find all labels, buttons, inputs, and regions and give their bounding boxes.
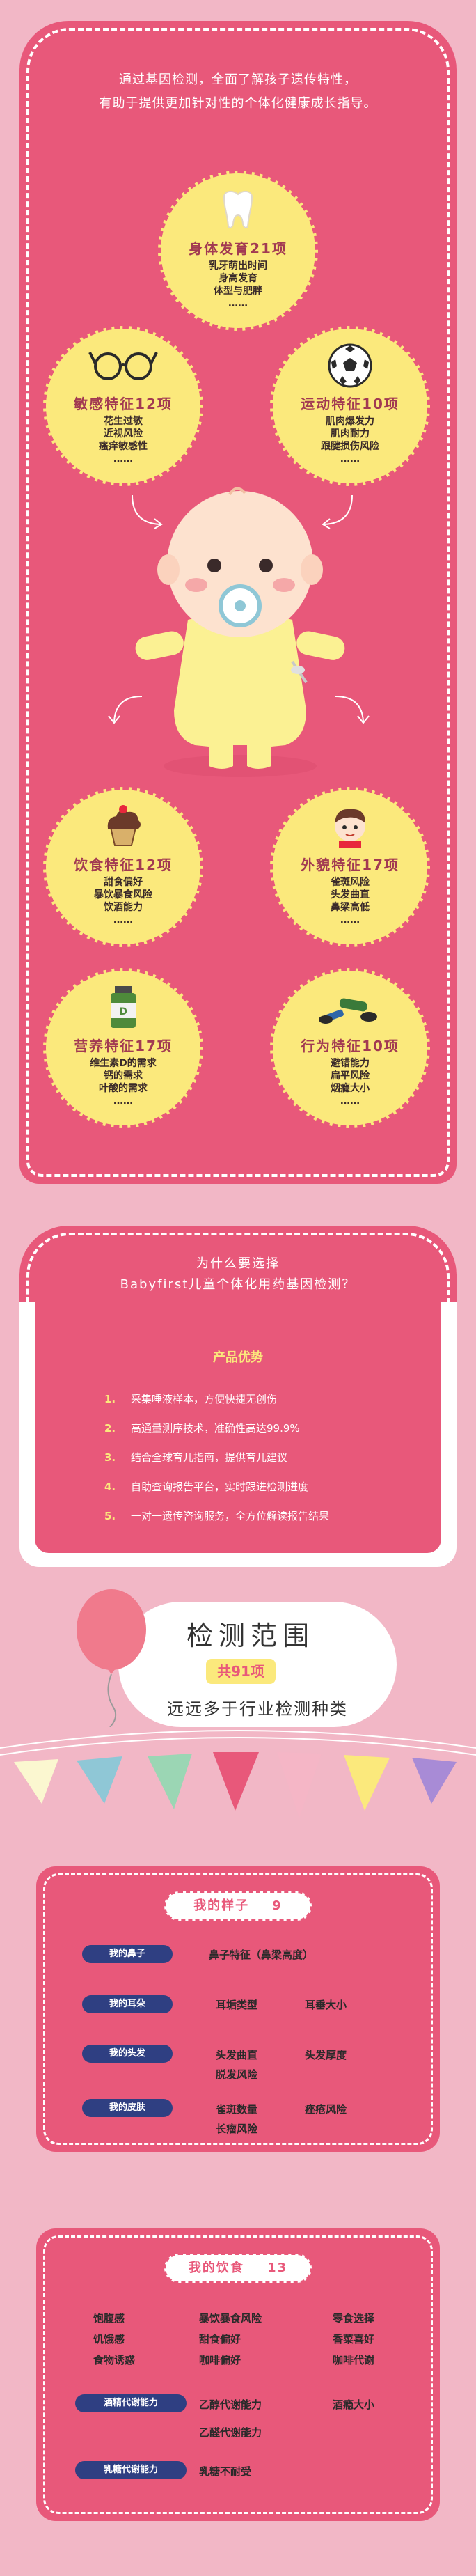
table-cell: 长瘤风险 — [216, 2123, 258, 2135]
scope-subtitle: 远远多于行业检测种类 — [167, 1699, 348, 1719]
runner-icon — [319, 998, 377, 1024]
trait-item: 避错能力 — [331, 1058, 370, 1069]
table-cell: 暴饮暴食风险 — [199, 2312, 262, 2325]
table-cell: 耳垢类型 — [216, 1999, 258, 2011]
trait-item: 雀斑风险 — [331, 877, 370, 888]
trait-item: 近视风险 — [104, 428, 143, 439]
curved-arrow-icon — [132, 494, 163, 529]
trait-item: 甜食偏好 — [104, 877, 143, 888]
table-cell: 脱发风险 — [216, 2068, 258, 2081]
table-cell: 痤疮风险 — [305, 2103, 347, 2116]
scope-title: 检测范围 — [186, 1621, 315, 1651]
trait-item: 头发曲直 — [331, 889, 370, 900]
tag-my-nose: 我的鼻子 — [82, 1945, 173, 1963]
trait-item: 烟瘾大小 — [331, 1083, 370, 1094]
boy-face-icon — [335, 809, 365, 848]
scope-count-badge: 共91项 — [206, 1659, 276, 1684]
trait-title: 行为特征10项 — [301, 1038, 399, 1054]
trait-title: 饮食特征12项 — [74, 857, 173, 873]
trait-item: …… — [113, 914, 133, 926]
advantage-item: 3. 结合全球育儿指南，提供育儿建议 — [104, 1451, 288, 1464]
trait-item: …… — [113, 453, 133, 465]
tag-alcohol-metabolism: 酒精代谢能力 — [75, 2394, 187, 2412]
trait-item: …… — [113, 1095, 133, 1107]
baby-illustration — [135, 487, 345, 777]
curved-arrow-icon — [322, 494, 353, 529]
trait-item: 饮酒能力 — [104, 902, 143, 913]
trait-item: 叶酸的需求 — [99, 1083, 148, 1094]
my-look-header: 我的样子 9 — [164, 1891, 312, 1921]
cupcake-icon — [107, 805, 141, 846]
trait-item: …… — [340, 453, 360, 465]
advantage-item: 1. 采集唾液样本，方便快捷无创伤 — [104, 1393, 278, 1405]
trait-title: 营养特征17项 — [74, 1038, 173, 1054]
tag-my-ears: 我的耳朵 — [82, 1995, 173, 2013]
vitamin-bottle-icon: D — [111, 986, 136, 1028]
table-cell: 头发曲直 — [216, 2049, 258, 2061]
table-cell: 乙醇代谢能力 — [199, 2398, 262, 2411]
trait-item: 维生素D的需求 — [90, 1058, 157, 1069]
table-cell: 食物诱惑 — [93, 2354, 136, 2366]
table-cell: 头发厚度 — [305, 2049, 347, 2061]
trait-item: …… — [340, 914, 360, 926]
trait-item: …… — [340, 1095, 360, 1107]
advantage-item: 2. 高通量测序技术，准确性高达99.9% — [104, 1422, 300, 1435]
balloon-icon — [77, 1589, 146, 1727]
trait-item: 扁平风险 — [331, 1070, 370, 1082]
table-cell: 咖啡偏好 — [199, 2354, 241, 2366]
trait-circle-diet: 饮食特征12项 甜食偏好 暴饮暴食风险 饮酒能力 …… — [43, 787, 203, 947]
trait-item: 身高发育 — [219, 273, 257, 284]
curved-arrow-icon — [335, 696, 370, 724]
why-panel — [19, 1226, 457, 1567]
trait-circle-sports: 运动特征10项 肌肉爆发力 肌肉耐力 跟腱损伤风险 …… — [270, 326, 430, 486]
tag-my-skin: 我的皮肤 — [82, 2099, 173, 2117]
my-diet-header: 我的饮食 13 — [164, 2254, 312, 2283]
intro-text: 通过基因检测，全面了解孩子遗传特性， 有助于提供更加针对性的个体化健康成长指导。 — [99, 72, 377, 111]
curved-arrow-icon — [108, 696, 143, 724]
trait-title: 敏感特征12项 — [74, 396, 173, 412]
table-cell: 饱腹感 — [93, 2312, 125, 2325]
table-cell: 饥饿感 — [93, 2333, 125, 2345]
table-cell: 乳糖不耐受 — [199, 2465, 252, 2478]
trait-circle-behavior: 行为特征10项 避错能力 扁平风险 烟瘾大小 …… — [270, 968, 430, 1128]
table-cell: 耳垂大小 — [305, 1999, 347, 2011]
tag-my-hair: 我的头发 — [82, 2045, 173, 2063]
trait-item: 体型与肥胖 — [214, 286, 262, 297]
soccer-ball-icon — [328, 343, 372, 388]
table-cell: 咖啡代谢 — [333, 2354, 375, 2366]
advantage-item: 4. 自助查询报告平台，实时跟进检测进度 — [104, 1481, 309, 1493]
tooth-icon — [223, 190, 253, 229]
trait-item: 肌肉耐力 — [331, 428, 370, 439]
trait-circle-body: 身体发育21项 乳牙萌出时间 身高发育 体型与肥胖 …… — [158, 171, 318, 331]
table-cell: 雀斑数量 — [216, 2103, 258, 2116]
bunting-flags — [0, 1730, 476, 1818]
advantage-item: 5. 一对一遗传咨询服务，全方位解读报告结果 — [104, 1510, 330, 1522]
table-cell: 香菜喜好 — [333, 2333, 375, 2345]
table-cell: 乙醛代谢能力 — [199, 2426, 262, 2439]
trait-title: 运动特征10项 — [301, 396, 399, 412]
trait-item: …… — [228, 298, 248, 309]
trait-item: 瘙痒敏感性 — [99, 441, 148, 452]
tag-lactose-metabolism: 乳糖代谢能力 — [75, 2461, 187, 2479]
trait-title: 身体发育21项 — [189, 240, 287, 257]
trait-item: 跟腱损伤风险 — [321, 441, 379, 452]
svg-text:D: D — [119, 1006, 127, 1017]
why-heading: 为什么要选择 Babyfirst儿童个体化用药基因检测？ — [120, 1256, 356, 1292]
trait-circle-appearance: 外貌特征17项 雀斑风险 头发曲直 鼻梁高低 …… — [270, 787, 430, 947]
table-cell: 鼻子特征（鼻梁高度） — [209, 1949, 314, 1961]
table-cell: 甜食偏好 — [199, 2333, 241, 2345]
table-cell: 酒瘾大小 — [333, 2398, 375, 2411]
trait-item: 鼻梁高低 — [331, 902, 370, 913]
trait-title: 外貌特征17项 — [301, 857, 399, 873]
trait-item: 暴饮暴食风险 — [94, 889, 152, 900]
glasses-icon — [88, 352, 158, 380]
trait-item: 花生过敏 — [104, 416, 143, 427]
trait-circle-sensitivity: 敏感特征12项 花生过敏 近视风险 瘙痒敏感性 …… — [43, 326, 203, 486]
trait-item: 乳牙萌出时间 — [209, 260, 267, 272]
trait-item: 钙的需求 — [104, 1070, 143, 1082]
advantages-title: 产品优势 — [213, 1350, 263, 1365]
trait-item: 肌肉爆发力 — [326, 416, 374, 427]
table-cell: 零食选择 — [333, 2312, 375, 2325]
trait-circle-nutrition: D 营养特征17项 维生素D的需求 钙的需求 叶酸的需求 …… — [43, 968, 203, 1128]
